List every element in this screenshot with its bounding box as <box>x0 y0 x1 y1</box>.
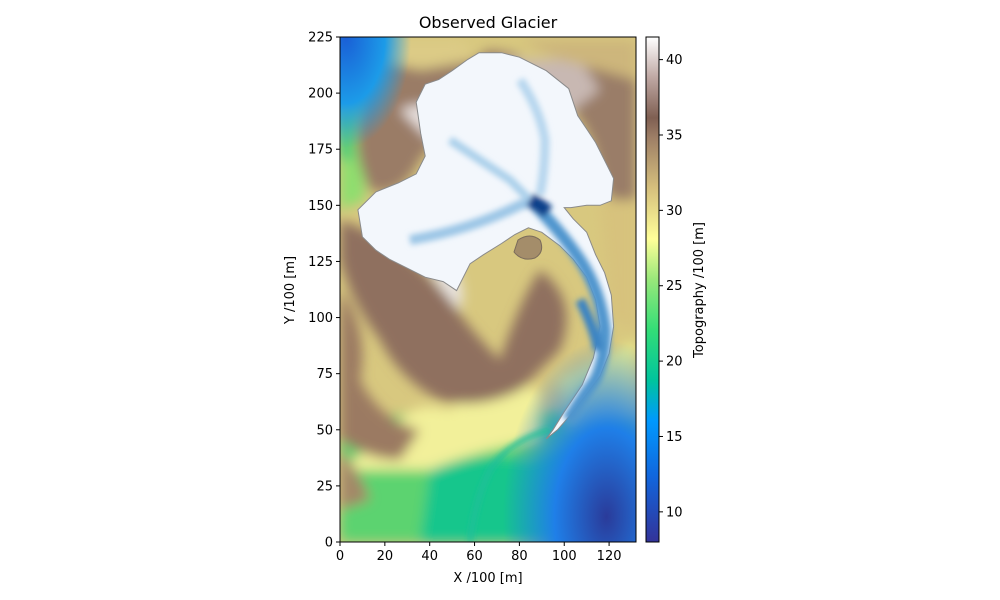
colorbar-tick-label: 15 <box>666 430 683 445</box>
y-tick-label: 150 <box>308 199 333 214</box>
colorbar-tick-label: 30 <box>666 204 683 219</box>
colorbar-tick-label: 10 <box>666 505 683 520</box>
glacier-outline <box>357 52 615 440</box>
y-tick-label: 225 <box>308 31 333 46</box>
colorbar-ticks: 10 15 20 25 30 35 40 <box>659 53 683 520</box>
y-axis: 0 25 50 75 100 125 150 175 200 225 <box>308 31 340 551</box>
plot-frame <box>339 36 637 543</box>
y-tick-label: 75 <box>316 367 333 382</box>
colorbar-label: Topography /100 [m] <box>692 222 707 359</box>
x-tick-label: 60 <box>466 549 483 564</box>
x-axis: 0 20 40 60 80 100 120 <box>336 542 622 564</box>
y-tick-label: 0 <box>325 536 333 551</box>
y-axis-label: Y /100 [m] <box>283 256 298 325</box>
y-tick-label: 175 <box>308 143 333 158</box>
colorbar-tick-label: 35 <box>666 128 683 143</box>
x-tick-label: 0 <box>336 549 344 564</box>
y-tick-label: 50 <box>316 423 333 438</box>
colorbar-gradient <box>645 36 660 543</box>
chart-title: Observed Glacier <box>419 13 558 32</box>
y-tick-label: 100 <box>308 311 333 326</box>
topography-map <box>340 37 636 542</box>
x-tick-label: 40 <box>421 549 438 564</box>
colorbar-tick-label: 20 <box>666 355 683 370</box>
glacier-ice-flow <box>409 77 612 424</box>
colorbar-tick-label: 40 <box>666 53 683 68</box>
y-tick-label: 25 <box>316 479 333 494</box>
x-tick-label: 80 <box>511 549 528 564</box>
y-tick-label: 125 <box>308 255 333 270</box>
colorbar-tick-label: 25 <box>666 279 683 294</box>
x-tick-label: 20 <box>377 549 394 564</box>
x-axis-label: X /100 [m] <box>453 571 522 586</box>
x-tick-label: 100 <box>552 549 577 564</box>
y-tick-label: 200 <box>308 87 333 102</box>
x-tick-label: 120 <box>597 549 622 564</box>
colorbar: 10 15 20 25 30 35 40 Topography /100 [m] <box>645 36 707 543</box>
